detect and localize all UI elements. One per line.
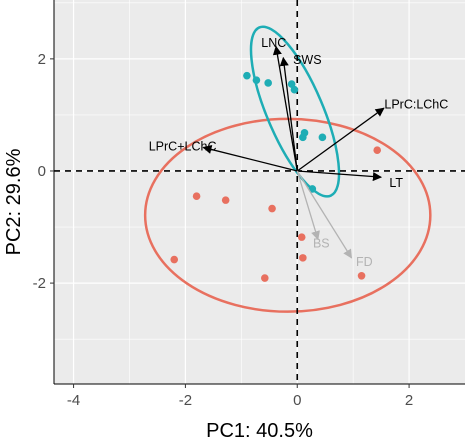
loading-label: SWS — [293, 53, 321, 67]
series-2-points — [243, 71, 327, 193]
data-point — [221, 196, 230, 204]
data-point — [299, 254, 307, 262]
confidence-ellipse-2 — [249, 25, 341, 198]
loading-arrow — [297, 170, 383, 182]
data-point — [300, 129, 309, 137]
plot-panel — [54, 0, 465, 384]
data-point — [170, 255, 179, 264]
series-1-points — [170, 146, 382, 282]
data-point — [252, 76, 261, 84]
data-point — [243, 71, 251, 80]
data-point — [297, 233, 306, 241]
x-tick-label: 2 — [405, 392, 413, 409]
data-point — [268, 204, 276, 213]
data-point — [308, 185, 317, 193]
x-tick-label: 0 — [293, 392, 301, 409]
y-axis-title: PC2: 29.6% — [3, 148, 25, 255]
data-point — [373, 146, 382, 155]
data-point — [290, 85, 299, 94]
x-axis-title: PC1: 40.5% — [206, 420, 313, 441]
loading-arrow — [296, 170, 320, 241]
loading-label: BS — [313, 236, 330, 250]
data-point — [357, 272, 366, 280]
loading-arrow — [272, 45, 298, 172]
y-tick-label: 0 — [38, 163, 46, 180]
data-point — [318, 133, 327, 142]
loading-label: LPrC:LChC — [384, 97, 448, 111]
loading-vectors: LNC SWS LPrC:LChC LPrC+LChC LT BS FD — [149, 36, 449, 269]
loading-arrow — [296, 107, 385, 172]
x-tick-label: -4 — [67, 392, 80, 409]
loading-arrow — [279, 56, 298, 172]
data-point — [287, 80, 296, 88]
loading-arrow — [202, 145, 298, 172]
x-tick-label: -2 — [179, 392, 192, 409]
y-tick-label: -2 — [33, 275, 46, 292]
loading-arrow — [296, 170, 353, 259]
loading-label: LNC — [261, 36, 286, 50]
data-point — [192, 192, 201, 201]
data-point — [264, 79, 272, 87]
y-tick-label: 2 — [38, 51, 46, 68]
loading-label: FD — [356, 255, 373, 269]
loading-label: LT — [389, 176, 403, 190]
loading-label: LPrC+LChC — [149, 139, 217, 153]
data-point — [261, 274, 269, 282]
